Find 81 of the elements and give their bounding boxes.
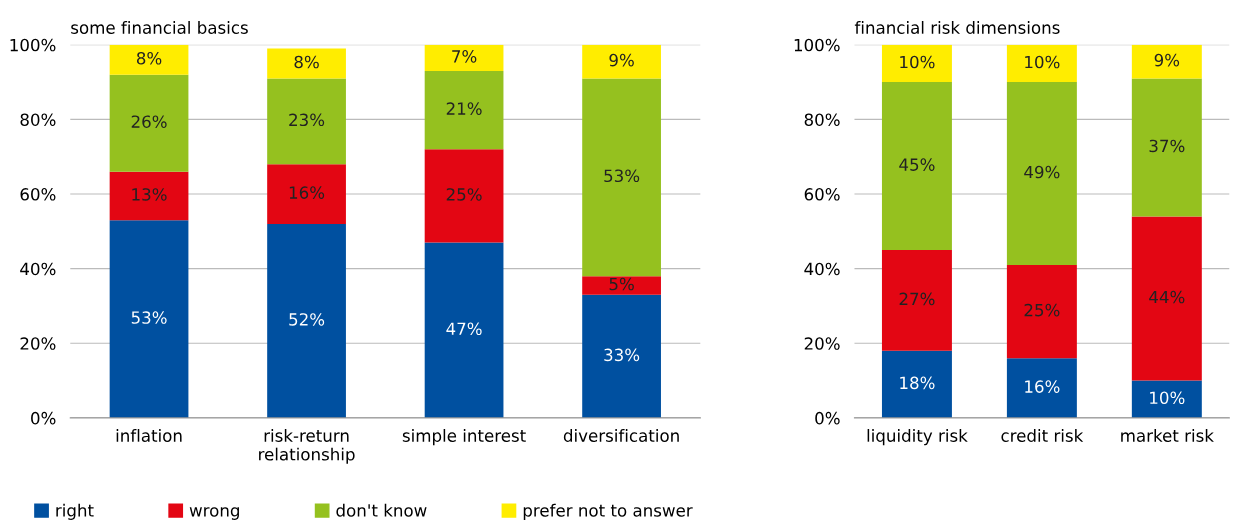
legend-label: prefer not to answer [523,503,693,520]
bar [109,74,189,172]
data-label: 44% [1149,290,1185,304]
data-label: 53% [604,169,640,183]
y-tick-label: 60% [804,188,840,201]
bar [267,78,346,165]
data-label: 21% [446,102,482,115]
data-label: 25% [446,188,482,201]
data-label: 8% [294,55,319,69]
data-label: 37% [1149,139,1185,153]
y-tick-label: 20% [20,337,56,350]
bar [1006,358,1077,418]
x-tick-label: risk-return relationship [259,429,355,464]
x-tick-label: market risk [1121,429,1214,442]
y-tick-label: 20% [804,337,840,350]
bar [1131,44,1202,79]
bar [881,350,952,418]
bar [424,242,504,418]
y-tick-label: 0% [31,411,56,425]
bar [582,78,661,277]
bar [582,276,661,295]
bar [582,44,661,79]
y-tick-label: 80% [804,113,840,126]
y-tick-label: 0% [815,411,840,425]
data-label: 16% [1025,380,1060,393]
chart-title: financial risk dimensions [854,21,1060,34]
bar [881,82,952,251]
bar [267,164,346,224]
legend-label: right [56,503,94,520]
data-label: 10% [900,55,935,69]
data-label: 10% [1025,55,1060,69]
y-tick-label: 80% [20,113,56,126]
data-label: 18% [900,376,935,390]
data-label: 8% [136,51,162,65]
legend-label: don't know [336,503,427,517]
data-label: 16% [289,186,325,199]
bar [1131,380,1202,418]
bar [267,48,346,79]
bar [1006,44,1077,83]
data-label: 10% [1150,391,1185,405]
bar [1006,264,1077,359]
data-label: 53% [131,311,167,324]
data-label: 25% [1024,303,1060,317]
bar [1131,216,1202,381]
bar [881,250,952,351]
y-tick-label: 40% [804,262,840,276]
data-label: 23% [289,113,325,127]
y-tick-label: 40% [20,262,56,276]
x-tick-label: inflation [116,429,182,442]
data-label: 47% [446,322,482,336]
bar [267,223,346,418]
bar [424,149,504,243]
data-label: 52% [289,313,325,326]
y-tick-label: 60% [20,188,56,201]
data-label: 7% [452,50,477,63]
data-label: 26% [131,115,167,128]
x-tick-label: liquidity risk [867,429,968,446]
bar [424,70,504,150]
x-tick-label: diversification [563,429,679,442]
legend-label: wrong [189,507,239,520]
data-label: 27% [899,292,935,306]
bar [109,220,189,418]
data-label: 13% [132,188,167,201]
data-label: 33% [604,348,640,362]
bar [1131,78,1202,217]
x-tick-label: credit risk [1001,429,1084,442]
bar [582,294,661,418]
bar [1006,82,1077,265]
data-label: 9% [609,53,634,67]
bar [109,44,189,75]
data-label: 9% [1154,53,1180,67]
bar [881,44,952,83]
bar [109,171,189,221]
chart-title: some financial basics [71,21,248,34]
data-label: 45% [899,158,935,171]
x-tick-label: simple interest [402,429,526,446]
data-label: 49% [1024,165,1060,179]
y-tick-label: 100% [10,38,56,52]
data-label: 5% [609,277,634,291]
bar [424,44,504,71]
y-tick-label: 100% [794,38,840,52]
